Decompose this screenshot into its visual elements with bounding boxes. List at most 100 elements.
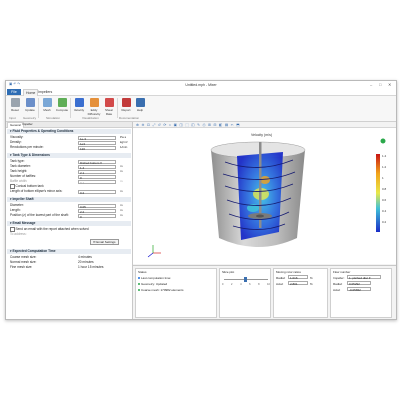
status-dot-icon bbox=[138, 289, 140, 292]
status-header: Status bbox=[138, 270, 147, 274]
minimize-icon[interactable]: – bbox=[370, 82, 373, 87]
group-label-geometry: Geometry bbox=[23, 116, 37, 120]
normal-time-row: Normal mesh size: 20 minutes bbox=[10, 260, 94, 264]
ellipse-axis-row: Length of bottom ellipse's minor axis: 0.… bbox=[10, 189, 123, 195]
ellipse-axis-input[interactable]: 0.2 bbox=[78, 189, 116, 195]
send-email-checkbox[interactable] bbox=[10, 227, 15, 232]
tank-height-input[interactable]: 2.1 bbox=[78, 169, 116, 175]
colorbar-tick: 1 bbox=[382, 176, 384, 180]
shear-icon bbox=[104, 98, 114, 107]
slice-header: Slice plot bbox=[222, 270, 235, 274]
section-impeller-shaft[interactable]: ▾ Impeller Shaft bbox=[7, 197, 131, 202]
tank-type-select[interactable]: Dished bottom ▾ bbox=[78, 159, 116, 165]
section-tank-type[interactable]: ▾ Tank Type & Dimensions bbox=[7, 153, 131, 158]
slice-slider-handle[interactable] bbox=[244, 277, 247, 282]
flow-header: Flow number bbox=[333, 270, 351, 274]
chevron-down-icon: ▾ bbox=[369, 276, 371, 280]
baffles-input[interactable]: 0 bbox=[78, 174, 116, 180]
colorbar-tick: 0.4 bbox=[382, 209, 387, 213]
viscosity-input[interactable]: 1e-3 bbox=[78, 135, 116, 141]
axis-triad bbox=[147, 245, 161, 258]
coarse-time-row: Coarse mesh size: 4 minutes bbox=[10, 255, 92, 259]
tab-home[interactable]: Home bbox=[23, 89, 39, 96]
group-label-documentation: Documentation bbox=[119, 116, 140, 120]
graphics-window[interactable]: ⊕ ⊖ ⊡ ⤢ ↺ ⟳ ⌂ ▣ ◫ ⬚ ◰ ✎ ⎙ ⊞ ⊟ ◧ ▤ ✂ ⬒ Ve… bbox=[133, 122, 396, 264]
radial-ratio-field[interactable]: 1.016 bbox=[288, 275, 308, 280]
shaft-position-input[interactable]: 0 bbox=[78, 213, 116, 219]
streamline bbox=[224, 159, 294, 168]
tank-diameter-row: Tank diameter: 1.4 m bbox=[10, 164, 123, 170]
close-icon[interactable]: ✕ bbox=[388, 82, 392, 87]
compute-button[interactable]: Compute bbox=[55, 98, 69, 116]
axial-ratio-field[interactable]: 2.801 bbox=[288, 281, 308, 286]
shaft-length-input[interactable]: 2.2 bbox=[78, 208, 116, 214]
baffle-width-input[interactable]: 0.1 bbox=[78, 179, 116, 185]
mixer-visualization[interactable]: Velocity (m/s) 1.4 1.2 bbox=[133, 128, 396, 264]
update-icon bbox=[25, 98, 35, 107]
viscosity-row: Viscosity: 1e-3 Pa·s bbox=[10, 135, 127, 141]
shaft-position-row: Position (z) of the lowest part of the s… bbox=[10, 213, 123, 219]
eddy-diffusivity-button[interactable]: Eddy Diffusivity bbox=[87, 98, 101, 116]
shaft-diameter-input[interactable]: 0.05 bbox=[78, 203, 116, 209]
application-window: ▣ ↶ ↷ Untitled.mph - Mixer – □ ✕ File Ho… bbox=[5, 80, 397, 320]
conical-bottom-row[interactable]: Conical bottom tank bbox=[10, 184, 130, 189]
velocity-hotspot bbox=[247, 204, 259, 212]
flow-radial-field[interactable]: 0.05292 bbox=[347, 281, 371, 286]
chevron-down-icon: ▾ bbox=[100, 160, 102, 165]
tab-impellers[interactable]: Impellers bbox=[38, 90, 53, 94]
status-item: Coarse mesh: 170982 elements bbox=[138, 288, 184, 292]
moving-rotor-panel: Moving rotor ratios Radial: 1.016 % Axia… bbox=[273, 268, 328, 318]
shear-rate-button[interactable]: Shear Rate bbox=[102, 98, 116, 116]
shaft-length-row: Length: 2.2 m bbox=[10, 208, 123, 214]
ribbon-separator bbox=[117, 98, 118, 118]
density-row: Density: 1e3 kg/m³ bbox=[10, 140, 128, 146]
tab-impeller[interactable]: Impeller bbox=[22, 122, 33, 126]
ribbon-toolbar: Reset Update Mesh Compute Velocity Eddy … bbox=[6, 96, 396, 122]
graphics-toolbar[interactable]: ⊕ ⊖ ⊡ ⤢ ↺ ⟳ ⌂ ▣ ◫ ⬚ ◰ ✎ ⎙ ⊞ ⊟ ◧ ▤ ✂ ⬒ bbox=[133, 122, 396, 128]
mail-icon: ✉ bbox=[93, 240, 96, 244]
bottom-panel: Status Last computation time: Geometry: … bbox=[133, 265, 396, 319]
quick-access-toolbar[interactable]: ▣ ↶ ↷ bbox=[9, 82, 21, 86]
help-button[interactable]: Help bbox=[133, 98, 147, 116]
flow-axial-field[interactable]: -0.05652 bbox=[347, 287, 371, 292]
reset-button[interactable]: Reset bbox=[8, 98, 22, 116]
velocity-button[interactable]: Velocity bbox=[72, 98, 86, 116]
group-label-input: Input bbox=[9, 116, 16, 120]
email-settings-button[interactable]: ✉ Email Settings bbox=[90, 239, 119, 245]
mesh-icon bbox=[42, 98, 52, 107]
ribbon-separator bbox=[70, 98, 71, 118]
send-email-row[interactable]: Send an email with the report attached w… bbox=[10, 227, 130, 232]
status-item: Geometry: Updated bbox=[138, 282, 167, 286]
maximize-icon[interactable]: □ bbox=[379, 82, 382, 87]
streamline bbox=[224, 183, 294, 192]
rpm-input[interactable]: 120 bbox=[78, 145, 116, 151]
section-email-message[interactable]: ▾ Email Message bbox=[7, 221, 131, 226]
status-dot-icon bbox=[138, 277, 140, 280]
status-item: Last computation time: bbox=[138, 276, 171, 280]
tab-general[interactable]: General bbox=[7, 122, 24, 128]
update-button[interactable]: Update bbox=[23, 98, 37, 116]
tank-height-row: Tank height: 2.1 m bbox=[10, 169, 123, 175]
report-button[interactable]: Report bbox=[119, 98, 133, 116]
group-label-simulation: Simulation bbox=[46, 116, 61, 120]
tank-diameter-input[interactable]: 1.4 bbox=[78, 164, 116, 170]
window-title: Untitled.mph - Mixer bbox=[185, 83, 217, 87]
moving-header: Moving rotor ratios bbox=[276, 270, 301, 274]
conical-bottom-checkbox[interactable] bbox=[10, 184, 15, 189]
section-fluid-properties[interactable]: ▾ Fluid Properties & Operating Condition… bbox=[7, 129, 131, 134]
file-menu[interactable]: File bbox=[7, 89, 21, 95]
streamline bbox=[222, 171, 296, 180]
eddy-icon bbox=[89, 98, 99, 107]
globe-icon[interactable] bbox=[380, 138, 386, 144]
section-computation-time[interactable]: ▾ Expected Computation Time bbox=[7, 249, 131, 254]
mesh-button[interactable]: Mesh bbox=[40, 98, 54, 116]
colorbar-tick: 1.4 bbox=[382, 154, 387, 158]
fine-time-row: Fine mesh size: 1 hour 15 minutes bbox=[10, 265, 104, 269]
impeller-shaft bbox=[259, 142, 262, 228]
help-icon bbox=[135, 98, 145, 107]
velocity-hotspot bbox=[260, 176, 270, 184]
panel-tabs: General Impeller bbox=[6, 122, 132, 128]
density-input[interactable]: 1e3 bbox=[78, 140, 116, 146]
impeller-select[interactable]: 1: pitched disc ▾ bbox=[347, 275, 381, 280]
colorbar-tick: 1.2 bbox=[382, 165, 387, 169]
